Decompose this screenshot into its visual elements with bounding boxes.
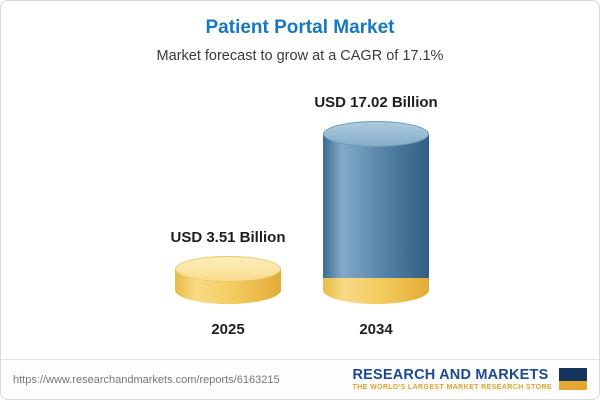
bar-2025 <box>175 255 281 304</box>
bar-2034-top-ellipse <box>323 120 429 147</box>
bar-2034 <box>323 120 429 304</box>
research-and-markets-logo: RESEARCH AND MARKETS THE WORLD'S LARGEST… <box>352 367 587 392</box>
report-url: https://www.researchandmarkets.com/repor… <box>13 373 280 386</box>
brand-tagline: THE WORLD'S LARGEST MARKET RESEARCH STOR… <box>352 383 552 391</box>
brand-name: RESEARCH AND MARKETS <box>352 367 549 384</box>
value-label-2034: USD 17.02 Billion <box>314 93 438 111</box>
chart-title: Patient Portal Market <box>205 17 395 38</box>
flag-icon <box>559 367 587 390</box>
bar-2025-top-ellipse <box>175 255 281 282</box>
chart-subtitle: Market forecast to grow at a CAGR of 17.… <box>156 48 444 64</box>
x-tick-2025: 2025 <box>211 321 245 338</box>
bar-2034-gold-band <box>323 278 429 304</box>
bar-2034-body <box>323 133 429 304</box>
bar-group-2034: USD 17.02 Billion 2034 <box>311 93 441 338</box>
footer: https://www.researchandmarkets.com/repor… <box>1 359 599 399</box>
bar-group-2025: USD 3.51 Billion 2025 <box>163 228 293 338</box>
value-label-2025: USD 3.51 Billion <box>170 228 286 246</box>
bar-2034-blue-section <box>323 133 429 278</box>
x-tick-2034: 2034 <box>359 321 393 338</box>
